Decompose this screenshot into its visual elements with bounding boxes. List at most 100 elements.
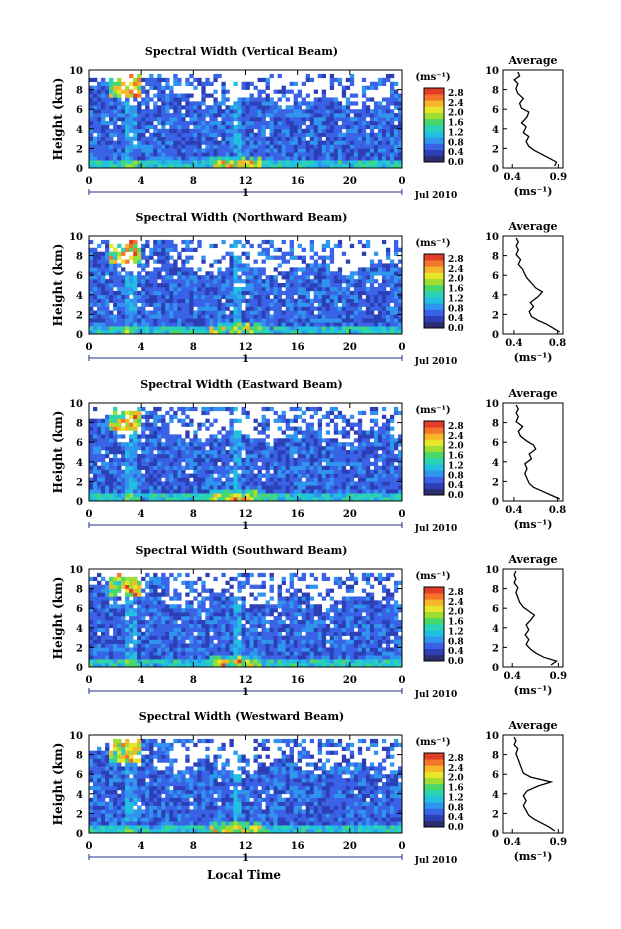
heatmap-cell: [317, 497, 323, 502]
heatmap-cell: [245, 160, 250, 165]
heatmap-cell: [217, 314, 222, 319]
heatmap-cell: [249, 453, 254, 459]
heatmap-cell: [109, 251, 114, 256]
heatmap-cell: [125, 132, 130, 137]
heatmap-cell: [381, 117, 387, 122]
heatmap-cell: [397, 306, 403, 311]
heatmap-cell: [157, 302, 162, 307]
heatmap-cell: [289, 286, 294, 292]
heatmap-cell: [229, 243, 234, 249]
heatmap-cell: [369, 326, 375, 331]
heatmap-cell: [333, 457, 339, 463]
heatmap-cell: [181, 318, 186, 323]
heatmap-cell: [141, 263, 146, 268]
heatmap-cell: [93, 247, 98, 252]
heatmap-cell: [149, 136, 154, 141]
heatmap-cell: [393, 322, 399, 327]
heatmap-cell: [165, 152, 170, 157]
heatmap-cell: [185, 485, 190, 490]
heatmap-cell: [269, 109, 274, 114]
heatmap-cell: [273, 124, 278, 130]
heatmap-cell: [201, 298, 206, 303]
heatmap-cell: [265, 283, 270, 288]
heatmap-cell: [229, 128, 234, 134]
heatmap-cell: [233, 128, 238, 134]
heatmap-cell: [373, 136, 379, 141]
heatmap-cell: [257, 97, 262, 102]
heatmap-cell: [217, 302, 222, 307]
heatmap-cell: [229, 148, 234, 153]
heatmap-cell: [377, 286, 383, 292]
heatmap-cell: [349, 442, 355, 447]
heatmap-cell: [153, 259, 158, 264]
heatmap-cell: [89, 267, 94, 272]
heatmap-cell: [105, 651, 110, 656]
heatmap-cell: [225, 294, 230, 300]
heatmap-cell: [309, 414, 315, 419]
heatmap-cell: [109, 635, 114, 640]
heatmap-cell: [149, 117, 154, 122]
heatmap-cell: [105, 259, 110, 264]
heatmap-cell: [133, 156, 138, 161]
heatmap-cell: [289, 485, 294, 490]
heatmap-cell: [109, 469, 114, 474]
heatmap-cell: [209, 271, 214, 276]
heatmap-cell: [357, 120, 363, 126]
heatmap-cell: [113, 616, 118, 621]
heatmap-cell: [309, 434, 315, 439]
heatmap-cell: [97, 152, 102, 157]
heatmap-cell: [393, 326, 399, 331]
heatmap-cell: [305, 457, 310, 463]
heatmap-cell: [141, 426, 146, 431]
heatmap-cell: [117, 616, 122, 621]
heatmap-cell: [317, 101, 323, 106]
heatmap-cell: [365, 318, 371, 323]
heatmap-cell: [117, 314, 122, 319]
heatmap-cell: [105, 310, 110, 315]
heatmap-cell: [109, 310, 114, 315]
heatmap-cell: [121, 473, 126, 478]
heatmap-cell: [257, 298, 262, 303]
heatmap-cell: [397, 302, 403, 307]
heatmap-cell: [197, 124, 202, 130]
heatmap-cell: [385, 263, 391, 268]
heatmap-cell: [229, 430, 234, 435]
heatmap-cell: [257, 473, 262, 478]
heatmap-cell: [393, 473, 399, 478]
heatmap-cell: [249, 314, 254, 319]
heatmap-cell: [229, 481, 234, 486]
heatmap-cell: [393, 97, 399, 102]
heatmap-cell: [177, 294, 182, 300]
heatmap-cell: [97, 124, 102, 130]
heatmap-cell: [337, 105, 343, 110]
heatmap-cell: [141, 279, 146, 284]
heatmap-cell: [209, 263, 214, 268]
heatmap-cell: [225, 279, 230, 284]
heatmap-cell: [393, 279, 399, 284]
heatmap-cell: [313, 318, 319, 323]
heatmap-cell: [341, 275, 347, 280]
heatmap-cell: [333, 77, 339, 83]
heatmap-cell: [237, 97, 242, 102]
heatmap-cell: [197, 109, 202, 114]
heatmap-cell: [369, 124, 375, 130]
heatmap-cell: [281, 493, 286, 498]
heatmap-cell: [213, 306, 218, 311]
heatmap-cell: [109, 604, 114, 609]
heatmap-cell: [345, 144, 351, 149]
heatmap-cell: [245, 140, 250, 145]
heatmap-cell: [185, 314, 190, 319]
heatmap-cell: [317, 422, 323, 427]
heatmap-cell: [245, 310, 250, 315]
heatmap-cell: [117, 302, 122, 307]
heatmap-cell: [209, 485, 214, 490]
heatmap-cell: [381, 457, 387, 463]
heatmap-cell: [373, 294, 379, 300]
heatmap-cell: [385, 120, 391, 126]
heatmap-cell: [357, 314, 363, 319]
heatmap-cell: [253, 481, 258, 486]
heatmap-cell: [125, 85, 130, 90]
heatmap-cell: [289, 438, 294, 443]
heatmap-cell: [269, 113, 274, 118]
heatmap-cell: [177, 453, 182, 459]
